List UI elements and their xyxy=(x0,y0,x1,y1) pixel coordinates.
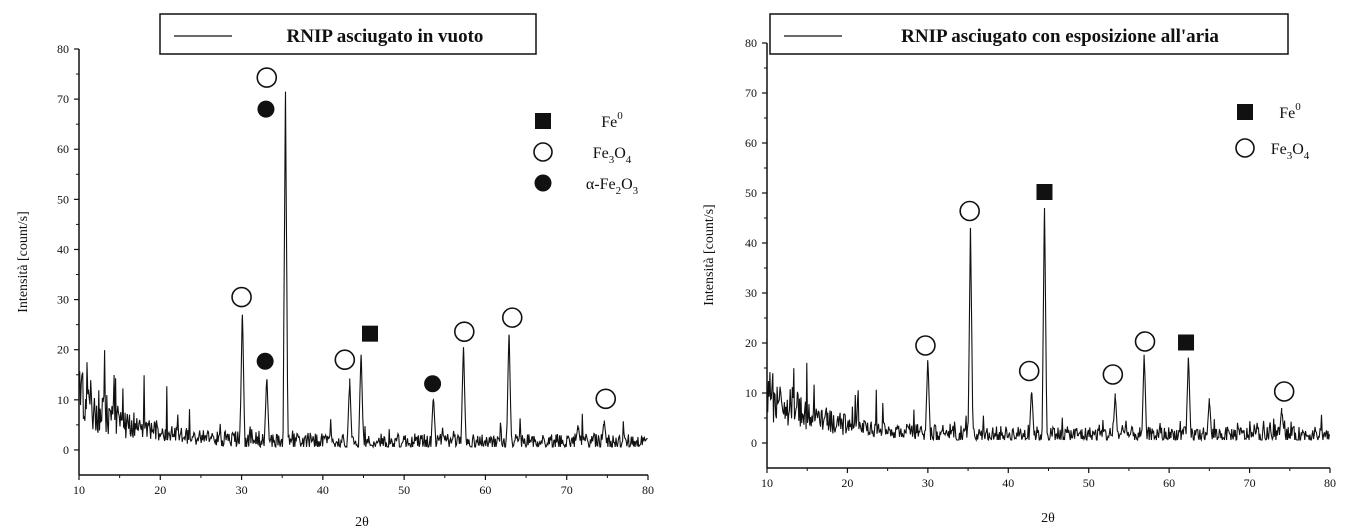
peak-marker-alpha-fe2o3 xyxy=(256,352,274,370)
legend-label: Fe3O4 xyxy=(593,145,632,166)
x-tick-label: 50 xyxy=(1083,476,1095,490)
y-tick-label: 30 xyxy=(745,286,757,300)
x-tick-label: 10 xyxy=(761,476,773,490)
xrd-trace xyxy=(766,207,1330,442)
y-axis-label: Intensità [count/s] xyxy=(16,211,31,312)
y-tick-label: 80 xyxy=(745,36,757,50)
peak-marker-fe3o4 xyxy=(453,321,475,342)
y-tick-label: 60 xyxy=(57,142,69,156)
title-box xyxy=(159,13,537,55)
legend-label: Fe0 xyxy=(601,110,623,131)
chart-title: RNIP asciugato in vuoto xyxy=(287,26,484,47)
y-tick-label: 60 xyxy=(745,136,757,150)
peak-marker-fe3o4 xyxy=(231,286,252,308)
y-tick-label: 40 xyxy=(745,236,757,250)
x-axis-label: 2θ xyxy=(355,515,369,530)
y-tick-label: 10 xyxy=(745,386,757,400)
peak-marker-fe3o4 xyxy=(501,307,523,328)
peak-marker-fe3o4 xyxy=(1018,360,1040,382)
x-tick-label: 60 xyxy=(1163,476,1175,490)
x-tick-label: 80 xyxy=(642,483,654,497)
y-tick-label: 0 xyxy=(751,436,757,450)
x-tick-label: 20 xyxy=(841,476,853,490)
peak-marker-alpha-fe2o3 xyxy=(424,375,442,393)
x-tick-label: 60 xyxy=(479,483,491,497)
legend-marker-alpha-fe2o3 xyxy=(534,174,552,192)
peak-marker-fe3o4 xyxy=(1273,381,1295,402)
x-tick-label: 10 xyxy=(73,483,85,497)
legend-label: Fe3O4 xyxy=(1271,141,1310,162)
peak-marker-fe3o4 xyxy=(334,349,356,371)
x-tick-label: 40 xyxy=(1002,476,1014,490)
y-tick-label: 80 xyxy=(57,42,69,56)
peak-marker-fe3o4 xyxy=(1134,331,1156,352)
peak-marker-fe0 xyxy=(362,325,379,342)
peak-marker-alpha-fe2o3 xyxy=(257,100,275,118)
x-tick-label: 70 xyxy=(1244,476,1256,490)
peak-marker-fe3o4 xyxy=(1102,364,1124,385)
y-tick-label: 50 xyxy=(57,192,69,206)
x-tick-label: 80 xyxy=(1324,476,1336,490)
title-box xyxy=(769,13,1289,55)
x-tick-label: 30 xyxy=(922,476,934,490)
peak-marker-fe0 xyxy=(1178,334,1195,351)
legend-marker-fe0 xyxy=(1237,104,1253,120)
y-tick-label: 30 xyxy=(57,293,69,307)
chart-1: 0 10 20 30 40 50 60 70 80 10 20 30 40 50 60 70 80 2θ Inten… xyxy=(16,13,654,530)
y-tick-label: 10 xyxy=(57,393,69,407)
peak-marker-fe3o4 xyxy=(256,67,278,88)
legend-marker-fe0 xyxy=(535,113,551,129)
legend-marker-fe3o4 xyxy=(1235,138,1255,158)
legend-label: α-Fe2O3 xyxy=(586,176,639,197)
legend-marker-fe3o4 xyxy=(533,142,553,162)
chart-title: RNIP asciugato con esposizione all'aria xyxy=(901,26,1219,47)
y-tick-label: 70 xyxy=(745,86,757,100)
x-tick-label: 30 xyxy=(236,483,248,497)
peak-marker-fe0 xyxy=(1036,184,1053,200)
y-tick-label: 40 xyxy=(57,242,69,256)
xrd-trace xyxy=(78,91,648,449)
x-tick-label: 50 xyxy=(398,483,410,497)
y-tick-label: 0 xyxy=(63,443,69,457)
x-tick-label: 40 xyxy=(317,483,329,497)
x-axis-label: 2θ xyxy=(1041,511,1055,526)
y-tick-label: 70 xyxy=(57,92,69,106)
x-tick-label: 70 xyxy=(561,483,573,497)
chart-2: 0 10 20 30 40 50 60 70 80 10 20 30 40 50 60 70 80 2θ Inten… xyxy=(702,13,1336,526)
peak-marker-fe3o4 xyxy=(959,200,980,222)
peak-marker-fe3o4 xyxy=(595,388,617,410)
y-tick-label: 20 xyxy=(745,336,757,350)
y-tick-label: 20 xyxy=(57,343,69,357)
x-tick-label: 20 xyxy=(154,483,166,497)
legend-label: Fe0 xyxy=(1279,101,1301,122)
y-axis-label: Intensità [count/s] xyxy=(702,204,717,305)
peak-marker-fe3o4 xyxy=(915,335,936,356)
y-tick-label: 50 xyxy=(745,186,757,200)
